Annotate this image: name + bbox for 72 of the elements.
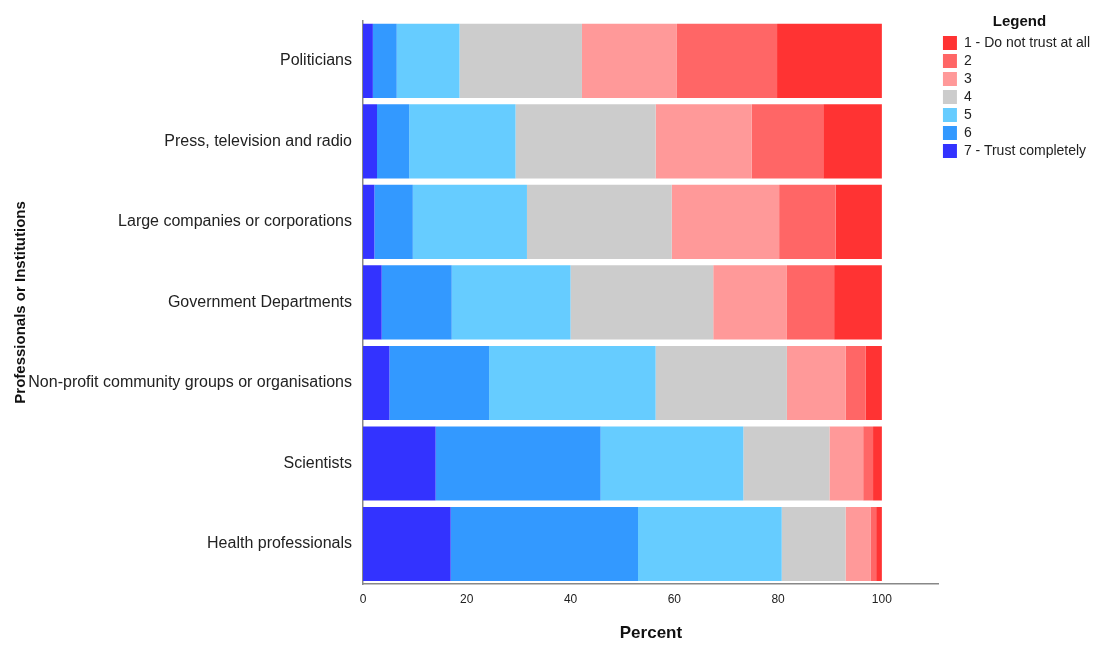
legend-label: 3 xyxy=(963,69,972,86)
legend-label: 4 xyxy=(963,87,972,104)
x-tick-label: 40 xyxy=(563,591,578,606)
bar xyxy=(515,104,656,179)
bar xyxy=(781,506,846,581)
bar xyxy=(777,23,882,98)
bar xyxy=(412,184,527,259)
bar xyxy=(526,184,672,259)
bar xyxy=(377,104,410,179)
bar xyxy=(363,506,451,581)
x-axis-title: Percent xyxy=(619,623,683,643)
x-tick-label: 80 xyxy=(771,591,786,606)
bar xyxy=(374,184,413,259)
legend-label: 7 - Trust completely xyxy=(963,141,1087,158)
bar xyxy=(638,506,782,581)
legend-label: 1 - Do not trust at all xyxy=(963,33,1091,50)
bar xyxy=(581,23,677,98)
bar xyxy=(381,265,452,340)
x-tick-label: 100 xyxy=(871,591,893,606)
bar xyxy=(834,265,882,340)
bar xyxy=(435,426,601,501)
bar xyxy=(713,265,787,340)
y-tick-label: Large companies or corporations xyxy=(118,212,352,230)
bar xyxy=(823,104,882,179)
bar xyxy=(363,184,375,259)
x-tick-label: 0 xyxy=(359,591,367,606)
bar xyxy=(363,104,378,179)
bar xyxy=(829,426,864,501)
bar xyxy=(570,265,714,340)
bar xyxy=(873,426,882,501)
bar xyxy=(600,426,744,501)
bar xyxy=(845,506,871,581)
bar xyxy=(409,104,516,179)
y-tick-label: Health professionals xyxy=(207,534,352,552)
bar xyxy=(459,23,582,98)
bar xyxy=(870,506,877,581)
legend-label: 5 xyxy=(963,105,972,122)
legend-label: 2 xyxy=(963,51,972,68)
bar xyxy=(751,104,824,179)
bar xyxy=(743,426,830,501)
bar xyxy=(372,23,397,98)
bar xyxy=(786,265,835,340)
y-tick-label: Non-profit community groups or organisations xyxy=(28,373,352,391)
bar xyxy=(835,184,882,259)
bar xyxy=(845,345,866,420)
bar xyxy=(876,506,882,581)
y-tick-label: Scientists xyxy=(283,453,352,471)
x-tick-label: 20 xyxy=(460,591,474,606)
x-tick-label: 60 xyxy=(667,591,682,606)
y-axis-title: Professionals or Institutions xyxy=(11,201,29,404)
bar xyxy=(451,265,571,340)
bar xyxy=(671,184,780,259)
bar xyxy=(363,426,436,501)
bar xyxy=(779,184,836,259)
legend-title: Legend xyxy=(992,11,1047,29)
bar xyxy=(363,23,373,98)
bar xyxy=(389,345,490,420)
bar xyxy=(489,345,656,420)
bar xyxy=(450,506,638,581)
bar xyxy=(655,345,787,420)
y-tick-label: Politicians xyxy=(279,51,352,69)
bar xyxy=(363,265,382,340)
y-tick-label: Government Departments xyxy=(167,292,352,310)
bar xyxy=(863,426,874,501)
legend-label: 6 xyxy=(963,123,972,140)
bar xyxy=(396,23,460,98)
bar xyxy=(786,345,846,420)
bar xyxy=(865,345,882,420)
bar xyxy=(676,23,778,98)
bar xyxy=(363,345,390,420)
bar xyxy=(655,104,752,179)
y-tick-label: Press, television and radio xyxy=(164,131,353,149)
